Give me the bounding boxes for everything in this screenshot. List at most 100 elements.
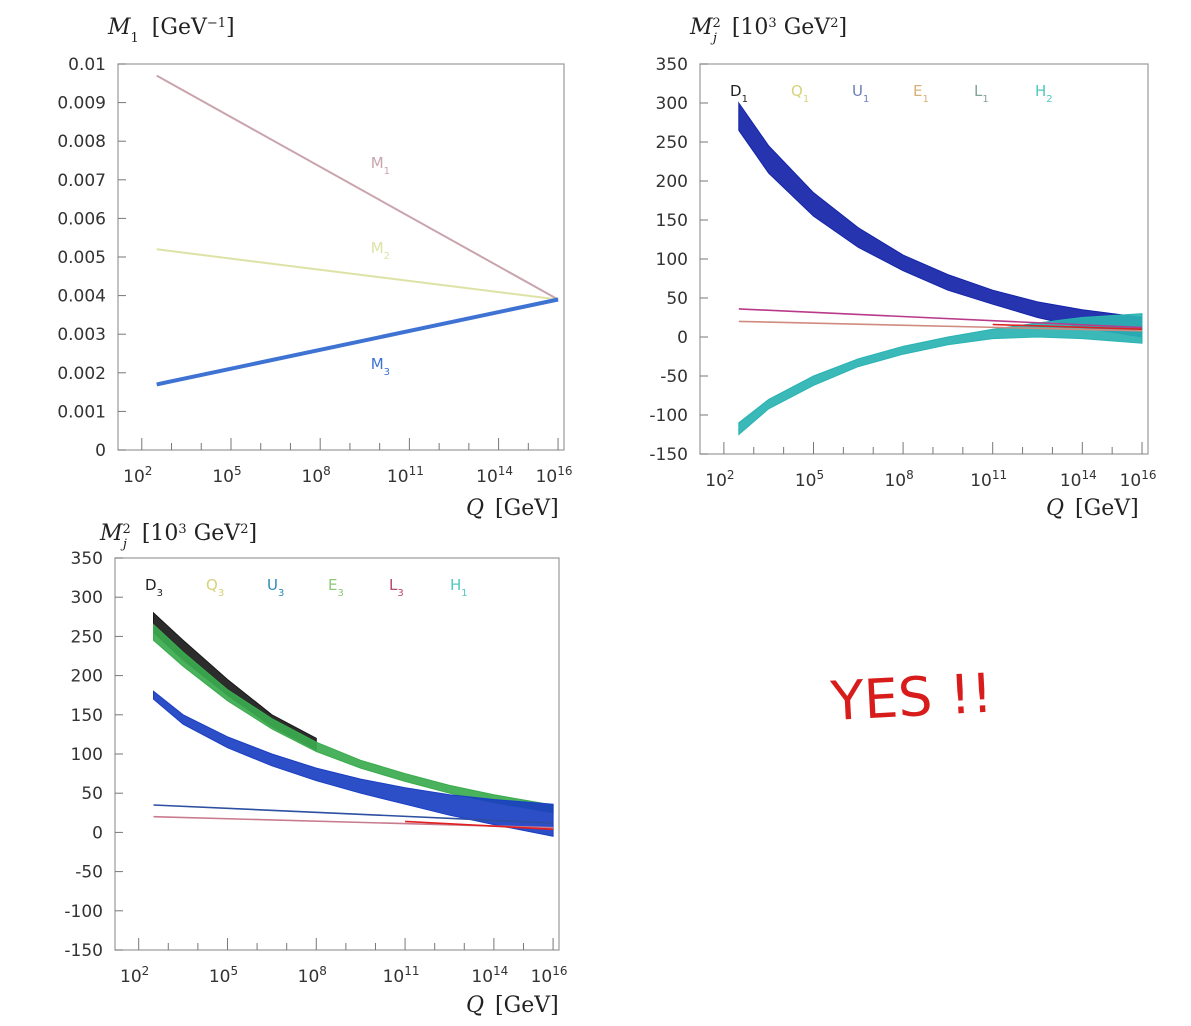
legend-item: H1	[450, 576, 468, 599]
series-label: M3	[371, 355, 390, 378]
y-tick-label: 50	[666, 289, 688, 309]
x-tick-label: 1016	[531, 964, 568, 987]
y-tick-label: 0.008	[57, 132, 106, 152]
y-tick-label: 0.004	[57, 287, 106, 307]
panel2-series	[738, 101, 1143, 436]
y-tick-label: 0.006	[57, 209, 106, 229]
legend-item: L1	[974, 82, 989, 105]
y-tick-label: 150	[71, 706, 103, 726]
legend-item: D3	[145, 576, 163, 599]
y-tick-label: 0.002	[57, 364, 106, 384]
y-tick-label: -150	[64, 941, 103, 961]
series-line	[992, 323, 1143, 330]
y-tick-label: 100	[71, 745, 103, 765]
legend-item: Q3	[206, 576, 224, 599]
series-line	[405, 820, 554, 831]
x-tick-label: 108	[302, 464, 331, 487]
x-tick-label: 1014	[471, 964, 508, 987]
y-tick-label: 0	[95, 441, 106, 461]
panel1-frame	[117, 63, 565, 451]
x-tick-label: 1011	[387, 464, 424, 487]
panel2-y-ticks: -150 -100 -50 0 50 100 150 200 250 300 350	[649, 55, 708, 465]
y-tick-label: 0.009	[57, 94, 106, 114]
series-band	[738, 101, 1143, 338]
y-tick-label: -100	[64, 902, 103, 922]
panel2-y-title: M2 j [103 GeV2]	[689, 15, 847, 46]
y-tick-label: 250	[71, 627, 103, 647]
legend-item: U3	[267, 576, 284, 599]
series-line	[153, 804, 554, 824]
x-tick-label: 105	[209, 964, 238, 987]
x-tick-label: 102	[705, 468, 734, 491]
panel3-y-ticks: -150 -100 -50 0 50 100 150 200 250 300 350	[64, 549, 123, 961]
x-tick-label: 105	[212, 464, 241, 487]
panel3-y-title: M2 j [103 GeV2]	[99, 521, 257, 552]
series-line	[156, 297, 559, 387]
panel3-x-title: Q [GeV]	[466, 993, 559, 1018]
series-line	[738, 320, 1143, 332]
series-band	[738, 313, 1143, 436]
y-tick-label: 300	[71, 588, 103, 608]
x-tick-label: 1011	[383, 964, 420, 987]
y-tick-label: 150	[656, 211, 688, 231]
panel1-x-ticks: 102 105 108 1011 1014 1016	[123, 438, 573, 487]
y-tick-label: 100	[656, 250, 688, 270]
y-tick-label: 200	[71, 667, 103, 687]
x-tick-label: 1014	[1060, 468, 1097, 491]
panel3-x-ticks: 102 105 108 1011 1014 1016	[120, 938, 568, 987]
y-tick-label: 300	[656, 94, 688, 114]
x-tick-label: 102	[123, 464, 152, 487]
x-tick-label: 1011	[970, 468, 1007, 491]
panel3-series	[153, 611, 554, 837]
panel-m2-third-gen: M2 j [103 GeV2] -150 -100 -50 0 50 100 150 200 25…	[64, 521, 567, 1018]
y-tick-label: -100	[649, 406, 688, 426]
x-tick-label: 1014	[476, 464, 513, 487]
panel2-frame	[699, 63, 1149, 455]
y-tick-label: 0.003	[57, 325, 106, 345]
y-tick-label: 0	[92, 823, 103, 843]
y-tick-label: -150	[649, 445, 688, 465]
y-tick-label: 350	[71, 549, 103, 569]
series-line	[156, 74, 559, 301]
x-tick-label: 108	[298, 964, 327, 987]
yes-annotation: YES !!	[828, 662, 994, 733]
y-tick-label: 200	[656, 172, 688, 192]
y-tick-label: 0.007	[57, 171, 106, 191]
y-tick-label: -50	[660, 367, 688, 387]
legend-item: E3	[328, 576, 344, 599]
y-tick-label: 0	[677, 328, 688, 348]
panel1-series: M1 M2 M3	[156, 74, 559, 387]
panel1-y-ticks: 0 0.001 0.002 0.003 0.004 0.005 0.006 0.007 0.00…	[57, 55, 126, 461]
series-label: M1	[371, 154, 390, 177]
series-label: M2	[371, 239, 390, 262]
series-line	[738, 308, 1143, 329]
y-tick-label: 350	[656, 55, 688, 75]
y-tick-label: -50	[75, 863, 103, 883]
y-tick-label: 0.001	[57, 402, 106, 422]
series-line	[156, 248, 559, 301]
legend-item: E1	[913, 82, 929, 105]
x-tick-label: 105	[795, 468, 824, 491]
panel-m1: M1 [GeV−1] 0 0.001 0.002 0.003 0.004 0.005 0.0…	[57, 15, 572, 521]
legend-item: L3	[389, 576, 404, 599]
panel3-legend: D3 Q3 U3 E3 L3 H1	[145, 576, 468, 599]
panel2-legend: D1 Q1 U1 E1 L1 H2	[730, 82, 1053, 105]
panel1-x-title: Q [GeV]	[466, 496, 559, 521]
panel2-x-title: Q [GeV]	[1046, 496, 1139, 521]
legend-item: D1	[730, 82, 748, 105]
y-tick-label: 0.005	[57, 248, 106, 268]
legend-item: Q1	[791, 82, 809, 105]
y-tick-label: 0.01	[68, 55, 106, 75]
x-tick-label: 108	[884, 468, 913, 491]
legend-item: H2	[1035, 82, 1053, 105]
y-tick-label: 250	[656, 133, 688, 153]
legend-item: U1	[852, 82, 869, 105]
panel2-x-ticks: 102 105 108 1011 1014 1016	[705, 442, 1156, 491]
series-band	[153, 690, 554, 837]
y-tick-label: 50	[81, 784, 103, 804]
x-tick-label: 102	[120, 964, 149, 987]
panel-m2-first-gen: M2 j [103 GeV2] -150 -100 -50 0 50 100 150 200 25…	[649, 15, 1156, 521]
x-tick-label: 1016	[536, 464, 573, 487]
x-tick-label: 1016	[1120, 468, 1157, 491]
